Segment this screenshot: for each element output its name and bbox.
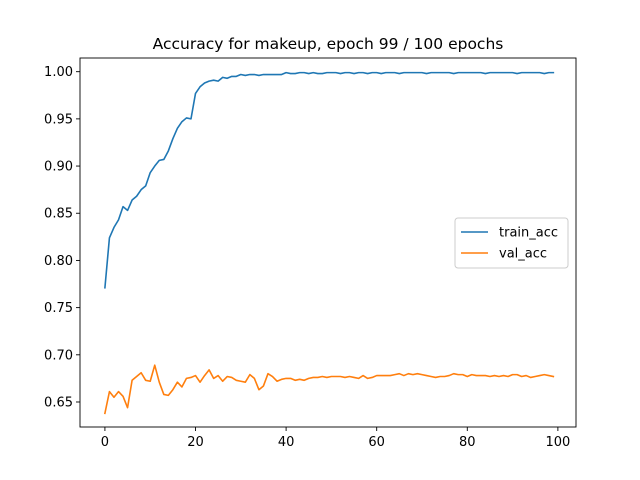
chart-title: Accuracy for makeup, epoch 99 / 100 epoc… — [153, 35, 504, 53]
y-tick-label: 0.95 — [44, 112, 73, 127]
y-tick-label: 0.75 — [44, 301, 73, 316]
x-tick-label: 0 — [101, 435, 109, 450]
legend-label-val_acc: val_acc — [499, 247, 547, 262]
x-tick-label: 80 — [459, 435, 476, 450]
x-tick-label: 20 — [187, 435, 204, 450]
x-tick-label: 60 — [368, 435, 385, 450]
y-tick-label: 1.00 — [44, 65, 73, 80]
axes-group: 0 20 40 60 80 100 0.65 0.70 0.75 0.80 0.85 0.90 0.95… — [44, 57, 577, 450]
y-tick-label: 0.80 — [44, 254, 73, 269]
series-line-val_acc — [103, 364, 555, 415]
y-tick-label: 0.70 — [44, 348, 73, 363]
legend: train_acc val_acc — [454, 217, 569, 269]
legend-label-train_acc: train_acc — [499, 226, 558, 241]
plot-series-group — [103, 71, 555, 415]
axes-frame — [79, 57, 577, 428]
y-tick-label: 0.85 — [44, 207, 73, 222]
legend-box — [454, 217, 569, 269]
x-tick-label: 100 — [545, 435, 570, 450]
series-line-train_acc — [104, 71, 555, 289]
x-tick-label: 40 — [278, 435, 295, 450]
y-tick-label: 0.65 — [44, 395, 73, 410]
y-tick-label: 0.90 — [44, 160, 73, 175]
